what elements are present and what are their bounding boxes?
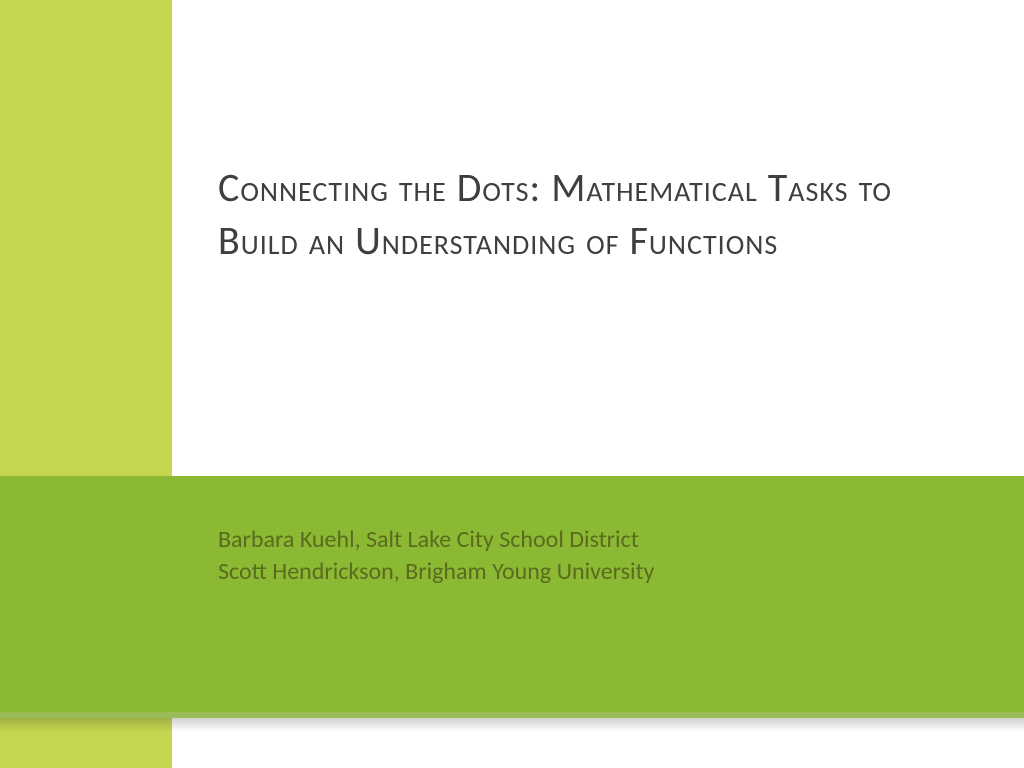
author-line-2: Scott Hendrickson, Brigham Young Univers… [218, 556, 978, 588]
author-line-1: Barbara Kuehl, Salt Lake City School Dis… [218, 524, 978, 556]
title-area: Connecting the Dots: Mathematical Tasks … [218, 162, 918, 268]
shadow-line [0, 718, 1024, 732]
author-band: Barbara Kuehl, Salt Lake City School Dis… [172, 476, 1024, 712]
sidebar-narrow-band [0, 476, 172, 712]
slide-title: Connecting the Dots: Mathematical Tasks … [218, 162, 918, 268]
slide: Connecting the Dots: Mathematical Tasks … [0, 0, 1024, 768]
